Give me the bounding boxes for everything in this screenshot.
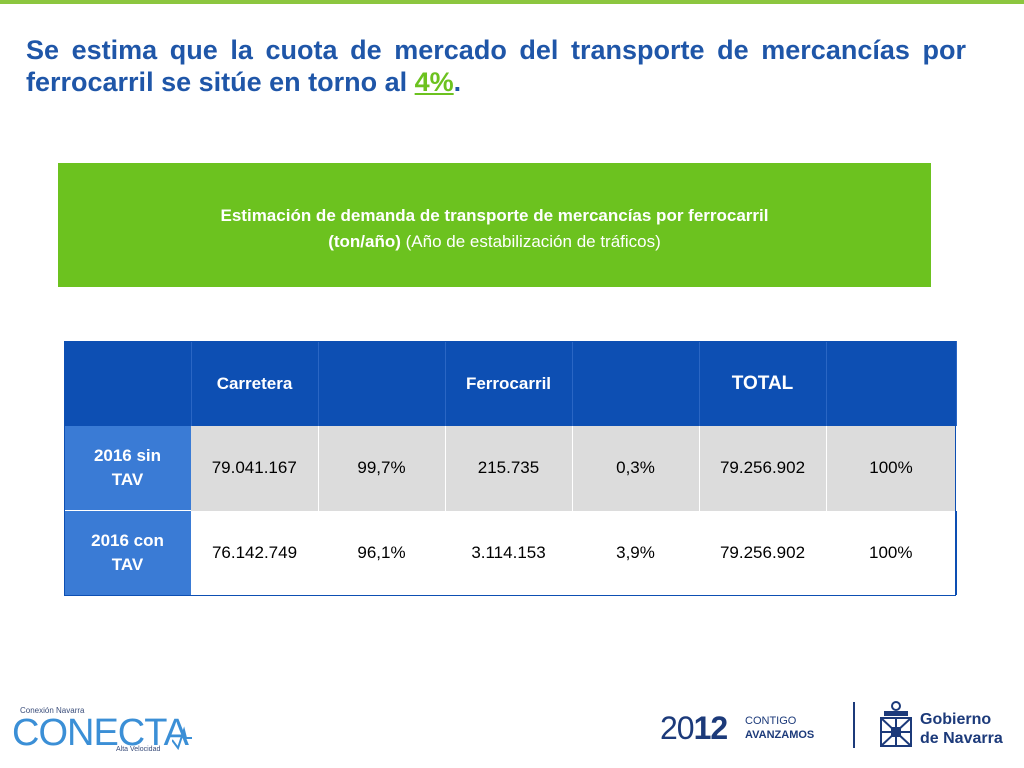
navarra-crest-icon bbox=[880, 701, 912, 747]
demand-table: Carretera Ferrocarril TOTAL 2016 sin TAV … bbox=[64, 341, 957, 595]
table-cell: 215.735 bbox=[445, 426, 573, 511]
logo-year-part1: 20 bbox=[660, 710, 695, 746]
table-cell: 3.114.153 bbox=[445, 510, 572, 595]
table-cell: 79.256.902 bbox=[699, 510, 826, 595]
title-text: Se estima que la cuota de mercado del tr… bbox=[26, 35, 966, 97]
conecta-logo-wordmark: CONECTA bbox=[12, 712, 189, 754]
conecta-logo-small-text: Conexión Navarra bbox=[20, 706, 85, 715]
logo-divider bbox=[853, 702, 855, 748]
table-cell: 100% bbox=[826, 426, 957, 511]
table-header-row: Carretera Ferrocarril TOTAL bbox=[64, 341, 957, 426]
table-caption-box: Estimación de demanda de transporte de m… bbox=[58, 163, 931, 287]
header-cell-ferrocarril: Ferrocarril bbox=[445, 341, 573, 426]
title-highlight: 4% bbox=[414, 67, 454, 97]
row-label-line1: 2016 con bbox=[91, 531, 164, 550]
gobierno-navarra-logo: Gobierno de Navarra bbox=[878, 700, 1018, 750]
logo-year-part2: 12 bbox=[693, 710, 729, 746]
caption-unit: (ton/año) bbox=[328, 232, 401, 251]
logo-year: 2012 bbox=[660, 710, 729, 747]
row-label-line1: 2016 sin bbox=[93, 446, 162, 465]
header-cell-carretera: Carretera bbox=[191, 341, 319, 426]
table-cell: 3,9% bbox=[572, 510, 699, 595]
header-cell-empty bbox=[64, 341, 192, 426]
caption-line1: Estimación de demanda de transporte de m… bbox=[220, 206, 769, 225]
table-row: 2016 sin TAV 79.041.167 99,7% 215.735 0,3… bbox=[64, 426, 957, 511]
table-row: 2016 con TAV 76.142.749 96,1% 3.114.153 3… bbox=[64, 510, 957, 595]
conecta-logo-subtitle: Alta Velocidad bbox=[116, 746, 161, 753]
header-cell-empty bbox=[318, 341, 446, 426]
table-cell: 99,7% bbox=[318, 426, 446, 511]
logo-tagline-2: AVANZAMOS bbox=[745, 729, 815, 741]
header-cell-empty bbox=[572, 341, 700, 426]
table-cell: 76.142.749 bbox=[191, 510, 318, 595]
gov-name-line2: de Navarra bbox=[920, 730, 1003, 747]
page-title: Se estima que la cuota de mercado del tr… bbox=[26, 34, 966, 98]
table-cell: 79.256.902 bbox=[699, 426, 827, 511]
gov-name-line1: Gobierno bbox=[920, 711, 992, 728]
conecta-wave-icon bbox=[172, 726, 192, 750]
logo-tagline-1: CONTIGO bbox=[745, 715, 797, 727]
table-cell: 96,1% bbox=[318, 510, 445, 595]
top-accent-line bbox=[0, 0, 1024, 4]
table-cell: 100% bbox=[826, 510, 957, 595]
row-label-line2: TAV bbox=[111, 555, 144, 574]
caption-line2: (ton/año) (Año de estabilización de tráf… bbox=[58, 229, 931, 255]
caption-note: (Año de estabilización de tráficos) bbox=[400, 232, 661, 251]
header-cell-total: TOTAL bbox=[699, 341, 827, 426]
table-cell: 79.041.167 bbox=[191, 426, 319, 511]
row-label: 2016 con TAV bbox=[64, 510, 191, 595]
table-cell: 0,3% bbox=[572, 426, 700, 511]
conecta-logo: Conexión Navarra CONECTA Alta Velocidad bbox=[12, 706, 192, 756]
title-end: . bbox=[453, 67, 462, 97]
row-label: 2016 sin TAV bbox=[64, 426, 191, 511]
row-label-line2: TAV bbox=[111, 470, 144, 489]
header-cell-empty bbox=[826, 341, 957, 426]
